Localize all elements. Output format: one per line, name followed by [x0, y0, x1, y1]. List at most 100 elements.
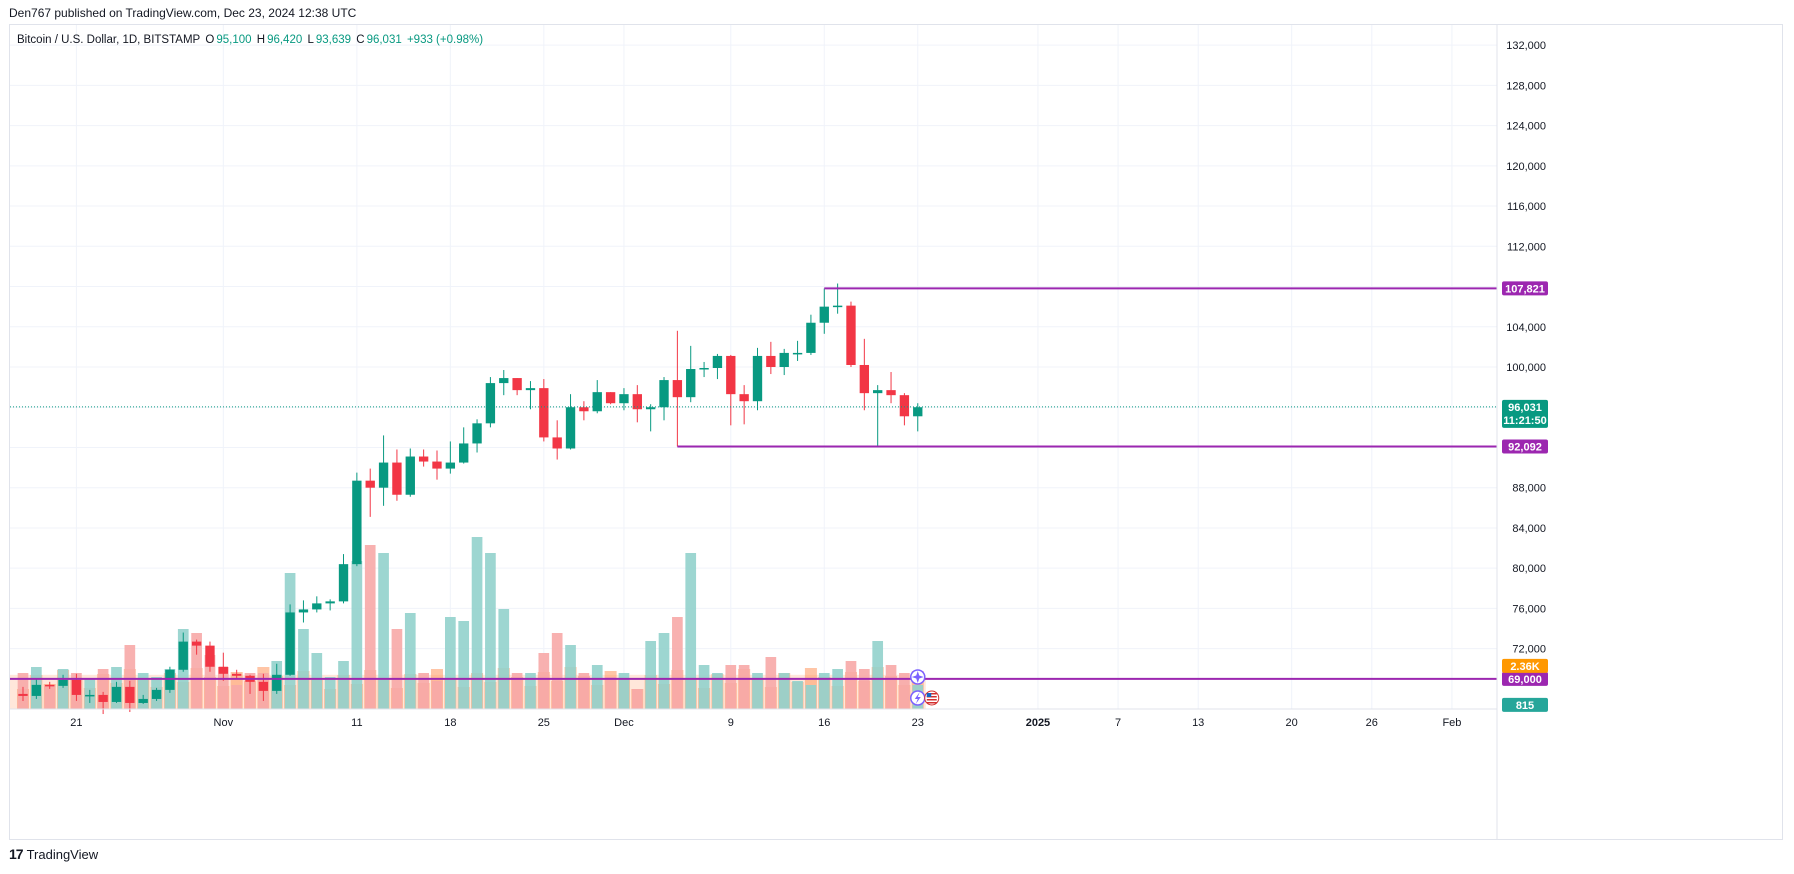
candle-body — [699, 368, 709, 370]
volume-bar — [551, 633, 563, 709]
level-layer[interactable] — [10, 287, 1497, 680]
volume-bar — [631, 689, 643, 709]
candle-body — [726, 355, 736, 395]
chart-frame — [9, 24, 1783, 840]
x-tick-label: 23 — [912, 717, 924, 729]
candle-body — [218, 666, 228, 674]
volume-bar — [97, 669, 109, 709]
candle-body — [325, 601, 335, 604]
y-tick-label: 80,000 — [1512, 563, 1546, 575]
flag-stripe — [926, 702, 937, 704]
candle-body — [111, 686, 122, 702]
x-tick-label: Feb — [1442, 717, 1461, 729]
volume-bar — [445, 617, 456, 709]
x-tick-label: 2025 — [1026, 717, 1050, 729]
y-tick-label: 112,000 — [1507, 241, 1546, 253]
volume-badge-text: 2.36K — [1510, 661, 1539, 673]
candle-body — [432, 461, 442, 469]
y-tick-label: 76,000 — [1512, 603, 1546, 615]
volume-bar — [538, 653, 550, 709]
volume-bar — [872, 641, 884, 709]
level-price-badge-bg — [1502, 439, 1548, 454]
flash-icon — [914, 692, 921, 704]
flag-stripe — [926, 693, 937, 695]
candle-body — [806, 322, 816, 353]
candle-body — [338, 564, 349, 602]
volume-bar — [191, 633, 202, 709]
candle-body — [766, 355, 776, 367]
tradingview-footer[interactable]: 17 TradingView — [9, 846, 98, 862]
volume-bar — [698, 665, 710, 709]
candle-body — [846, 305, 856, 365]
candle-body — [739, 394, 749, 402]
x-tick-label: 16 — [818, 717, 830, 729]
candle-body — [485, 383, 496, 424]
candle-body — [592, 392, 602, 412]
event-icons[interactable] — [910, 669, 940, 706]
volume-bar — [431, 681, 443, 709]
volume-bar — [725, 665, 737, 709]
volume-bar — [378, 553, 389, 709]
candle-body — [445, 462, 456, 469]
candle-body — [165, 669, 175, 690]
volume-bar — [44, 685, 56, 709]
candle-body — [605, 392, 616, 404]
candle-body — [712, 355, 723, 369]
x-tick-label: 20 — [1286, 717, 1298, 729]
volume-bar — [858, 669, 870, 709]
candle-body — [632, 394, 642, 410]
chart-legend: Bitcoin / U.S. Dollar, 1D, BITSTAMP O 95,… — [17, 34, 485, 46]
flag-stripe — [926, 699, 937, 701]
candle-body — [85, 694, 95, 697]
candle-body — [258, 681, 269, 691]
volume-bar — [605, 677, 616, 709]
level-price-badge-text: 92,092 — [1508, 442, 1542, 454]
x-tick-label: 13 — [1192, 717, 1204, 729]
candle-body — [231, 673, 242, 676]
candle-body — [565, 407, 576, 449]
candle-body — [418, 456, 429, 462]
volume-bar — [672, 617, 683, 709]
volume-bar — [765, 657, 777, 709]
level-price-badge-text: 107,821 — [1505, 283, 1545, 295]
candle-body — [58, 679, 68, 686]
candle-body — [525, 388, 536, 391]
candle-body — [686, 369, 696, 398]
candle-body — [672, 380, 683, 398]
volume-bar — [752, 673, 763, 709]
volume-bar — [338, 661, 349, 709]
volume-bar — [124, 645, 136, 709]
candle-body — [886, 390, 896, 396]
candle-body — [913, 407, 923, 417]
volume-badge-text: 815 — [1516, 700, 1534, 712]
candle-body — [405, 456, 415, 495]
x-tick-label: 18 — [444, 717, 456, 729]
volume-bar — [578, 673, 590, 709]
volume-bar — [217, 667, 229, 709]
candle-body — [178, 641, 188, 670]
volume-badge-bg — [1502, 658, 1548, 673]
y-tick-label: 128,000 — [1506, 80, 1546, 92]
volume-bar — [885, 665, 897, 709]
volume-bar — [57, 669, 69, 709]
level-price-badge-text: 69,000 — [1508, 674, 1542, 686]
y-tick-label: 100,000 — [1506, 362, 1546, 374]
level-price-badge-bg — [1502, 281, 1548, 296]
legend-low: 93,639 — [315, 34, 352, 46]
volume-bar — [458, 621, 470, 709]
current-price-badge-text: 11:21:50 — [1503, 415, 1546, 427]
candle-body — [31, 684, 42, 696]
volume-bar — [391, 629, 403, 709]
y-tick-label: 72,000 — [1512, 644, 1546, 656]
candle-body — [472, 423, 482, 444]
volume-bar — [792, 681, 803, 709]
candle-body — [859, 364, 870, 394]
axis-layer: 72,00076,00080,00084,00088,00092,00096,0… — [10, 25, 1546, 839]
volume-bar — [364, 545, 376, 709]
x-tick-label: Dec — [614, 717, 634, 729]
candle-body — [752, 355, 763, 402]
flag-canton — [926, 693, 932, 697]
candle-body — [499, 378, 509, 384]
